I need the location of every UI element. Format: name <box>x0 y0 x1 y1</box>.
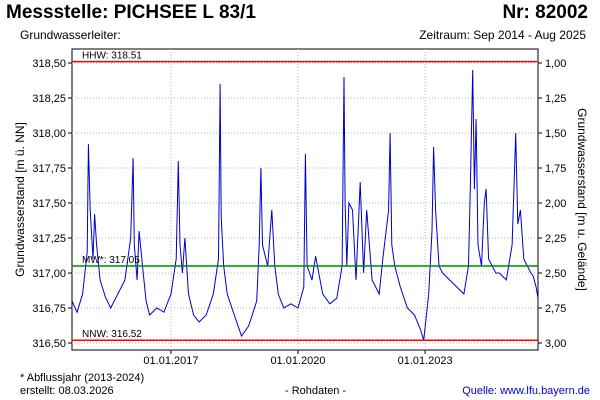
y-tick-label-left: 317,75 <box>32 163 66 175</box>
x-tick-label: 01.01.2023 <box>398 355 453 367</box>
y-tick-label-right: 1,75 <box>545 163 566 175</box>
created-date: erstellt: 08.03.2026 <box>20 385 114 397</box>
y-tick-label-left: 318,25 <box>32 93 66 105</box>
period-label: Zeitraum: Sep 2014 - Aug 2025 <box>419 28 586 42</box>
y-tick-label-left: 317,00 <box>32 268 66 280</box>
y-tick-label-left: 316,75 <box>32 303 66 315</box>
groundwater-series-line <box>71 69 539 341</box>
x-tick-label: 01.01.2020 <box>270 355 325 367</box>
y-tick-label-right: 3,00 <box>545 338 566 350</box>
y-tick-label-left: 317,25 <box>32 233 66 245</box>
source-link[interactable]: Quelle: www.lfu.bayern.de <box>462 385 590 397</box>
y-tick-label-right: 2,00 <box>545 198 566 210</box>
y-axis-label-left: Grundwasserstand [m ü. NN] <box>13 122 27 277</box>
y-tick-label-left: 318,00 <box>32 128 66 140</box>
x-tick-label: 01.01.2017 <box>143 355 198 367</box>
footnote-hydrological-year: * Abflussjahr (2013-2024) <box>20 372 145 384</box>
y-tick-label-left: 318,50 <box>32 58 66 70</box>
station-number: Nr: 82002 <box>502 2 588 23</box>
mean-water-line-label: MW*: 317.05 <box>82 255 140 266</box>
y-tick-label-left: 317,50 <box>32 198 66 210</box>
y-tick-label-right: 1,50 <box>545 128 566 140</box>
y-tick-label-right: 2,50 <box>545 268 566 280</box>
raw-data-label: - Rohdaten - <box>285 385 347 397</box>
station-title: Messstelle: PICHSEE L 83/1 <box>6 2 256 23</box>
y-tick-label-right: 2,25 <box>545 233 566 245</box>
nnw-line-label: NNW: 316.52 <box>82 329 142 340</box>
hhw-line-label: HHW: 318.51 <box>82 51 142 62</box>
y-tick-label-left: 316,50 <box>32 338 66 350</box>
y-tick-label-right: 2,75 <box>545 303 566 315</box>
y-axis-label-right: Grundwasserstand [m u. Gelände] <box>575 108 589 291</box>
y-tick-label-right: 1,25 <box>545 93 566 105</box>
y-tick-label-right: 1,00 <box>545 58 566 70</box>
aquifer-label: Grundwasserleiter: <box>20 28 121 42</box>
